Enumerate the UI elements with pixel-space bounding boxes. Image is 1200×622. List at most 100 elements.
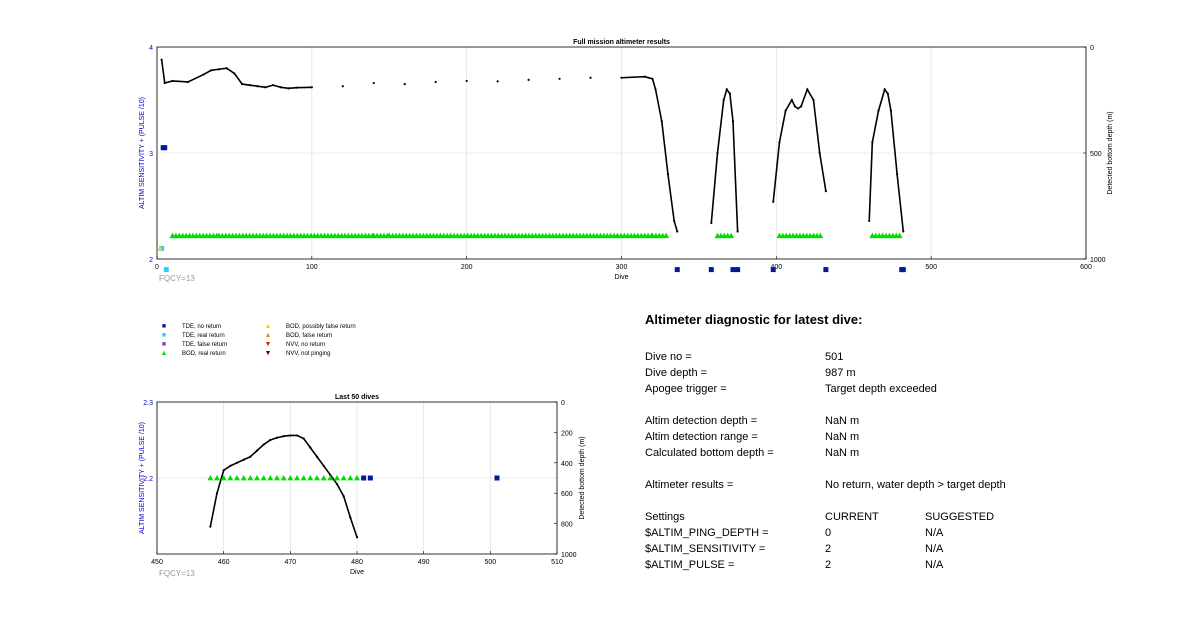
- x-axis-label: Dive: [614, 274, 628, 281]
- bod-real-return-marker: [260, 475, 267, 481]
- tde-marker: [708, 267, 714, 273]
- results-label: Altimeter results =: [645, 479, 734, 491]
- legend-label: BOD, false return: [286, 333, 333, 339]
- plot-frame: [156, 401, 558, 555]
- depth-point: [434, 80, 437, 84]
- depth-point: [731, 120, 735, 123]
- y-tick-label: 4: [149, 45, 153, 52]
- setting-row: $ALTIM_PULSE = 2 N/A: [645, 557, 1165, 573]
- bod-real-return-marker: [207, 475, 214, 481]
- y2-tick-label: 0: [561, 400, 565, 407]
- calc-bottom-row: Calculated bottom depth = NaN m: [645, 445, 1165, 461]
- depth-point: [295, 434, 299, 437]
- x-tick-label: 200: [461, 264, 473, 271]
- bod-real-return-marker: [294, 475, 300, 481]
- legend-item: ▼ NVV, no return: [264, 340, 326, 349]
- depth-point: [282, 435, 285, 438]
- y2-tick-label: 1000: [561, 552, 577, 559]
- depth-point: [651, 77, 654, 80]
- y2-tick-label: 600: [561, 491, 573, 498]
- x-axis-label: Dive: [350, 569, 364, 576]
- legend-item: ■ TDE, real return: [160, 331, 225, 340]
- altim-detect-depth-row: Altim detection depth = NaN m: [645, 413, 1165, 429]
- y2-tick-label: 1000: [1090, 257, 1106, 264]
- setting-current: 2: [825, 559, 832, 571]
- setting-name: $ALTIM_PING_DEPTH =: [645, 527, 769, 539]
- diagnostic-heading: Altimeter diagnostic for latest dive:: [645, 312, 863, 327]
- x-tick-label: 510: [551, 559, 563, 566]
- depth-point: [248, 84, 251, 87]
- setting-name: $ALTIM_PULSE =: [645, 559, 735, 571]
- depth-point: [342, 495, 345, 498]
- tde-marker: [735, 267, 741, 273]
- bod-real-return-marker: [340, 475, 347, 481]
- setting-suggested: N/A: [925, 559, 944, 571]
- depth-point: [202, 73, 205, 76]
- y2-axis-label: Detected bottom depth (m): [1107, 111, 1114, 194]
- depth-point: [349, 516, 352, 519]
- legend-label: TDE, no return: [182, 324, 222, 330]
- bod-real-return-marker: [287, 475, 294, 481]
- dive-depth-label: Dive depth =: [645, 367, 708, 379]
- current-label: CURRENT: [825, 511, 879, 523]
- legend-symbol: ▼: [264, 341, 272, 348]
- depth-point: [818, 151, 821, 155]
- depth-point: [902, 230, 905, 233]
- y2-tick-label: 0: [1090, 45, 1094, 52]
- bod-real-return-marker: [817, 232, 824, 239]
- bod-real-return-marker: [320, 475, 327, 481]
- bod-real-return-marker: [267, 475, 274, 481]
- apogee-row: Apogee trigger = Target depth exceeded: [645, 381, 1165, 397]
- fqcy-annotation: FQCY=13: [159, 569, 195, 578]
- depth-point: [160, 58, 163, 61]
- y-axis-label: ALTIM SENSITIVITY + (PULSE /10): [139, 97, 146, 209]
- depth-point: [209, 525, 212, 528]
- bod-real-return-marker: [728, 232, 735, 239]
- depth-point: [275, 436, 279, 439]
- setting-current: 0: [825, 527, 832, 539]
- depth-point: [215, 492, 219, 495]
- depth-point: [666, 173, 670, 176]
- setting-suggested: N/A: [925, 543, 944, 555]
- bod-real-return-marker: [214, 475, 220, 481]
- depth-line-segment: [621, 75, 679, 232]
- depth-line-segment: [710, 87, 739, 232]
- setting-name: $ALTIM_SENSITIVITY =: [645, 543, 766, 555]
- depth-point: [235, 461, 239, 464]
- y-tick-label: 2.3: [143, 400, 153, 407]
- depth-line-segment: [772, 87, 827, 202]
- y2-tick-label: 200: [561, 430, 573, 437]
- bod-real-return-marker: [354, 475, 360, 481]
- depth-point: [889, 109, 893, 112]
- legend-symbol: ■: [161, 323, 167, 330]
- depth-point: [824, 190, 827, 193]
- depth-line-segment: [209, 434, 358, 538]
- legend-item: ■ TDE, no return: [160, 322, 221, 331]
- depth-point: [322, 464, 325, 467]
- setting-row: $ALTIM_SENSITIVITY = 2 N/A: [645, 541, 1165, 557]
- bod-real-return-marker: [254, 475, 260, 481]
- legend-symbol: ▲: [264, 332, 272, 339]
- calc-bottom-label: Calculated bottom depth =: [645, 447, 774, 459]
- legend-label: TDE, real return: [182, 333, 225, 339]
- results-row: Altimeter results = No return, water dept…: [645, 477, 1165, 493]
- depth-point: [710, 221, 713, 225]
- x-tick-label: 500: [484, 559, 496, 566]
- depth-point: [403, 83, 406, 86]
- chart-title: Last 50 dives: [335, 394, 379, 401]
- depth-point: [225, 67, 228, 70]
- depth-point: [241, 83, 244, 86]
- calc-bottom-value: NaN m: [825, 447, 860, 459]
- depth-line-segment: [868, 87, 905, 232]
- bod-real-return-marker: [274, 475, 280, 481]
- dive-no-value: 501: [825, 351, 844, 363]
- bod-real-return-marker: [234, 475, 240, 481]
- depth-point: [793, 105, 797, 108]
- depth-point: [302, 437, 305, 440]
- depth-point: [372, 81, 375, 85]
- x-tick-label: 300: [616, 264, 628, 271]
- depth-point: [255, 449, 259, 452]
- legend-item: ▲ BOD, possibly false return: [264, 322, 356, 331]
- bod-real-return-marker: [227, 475, 234, 481]
- settings-label: Settings: [645, 511, 685, 523]
